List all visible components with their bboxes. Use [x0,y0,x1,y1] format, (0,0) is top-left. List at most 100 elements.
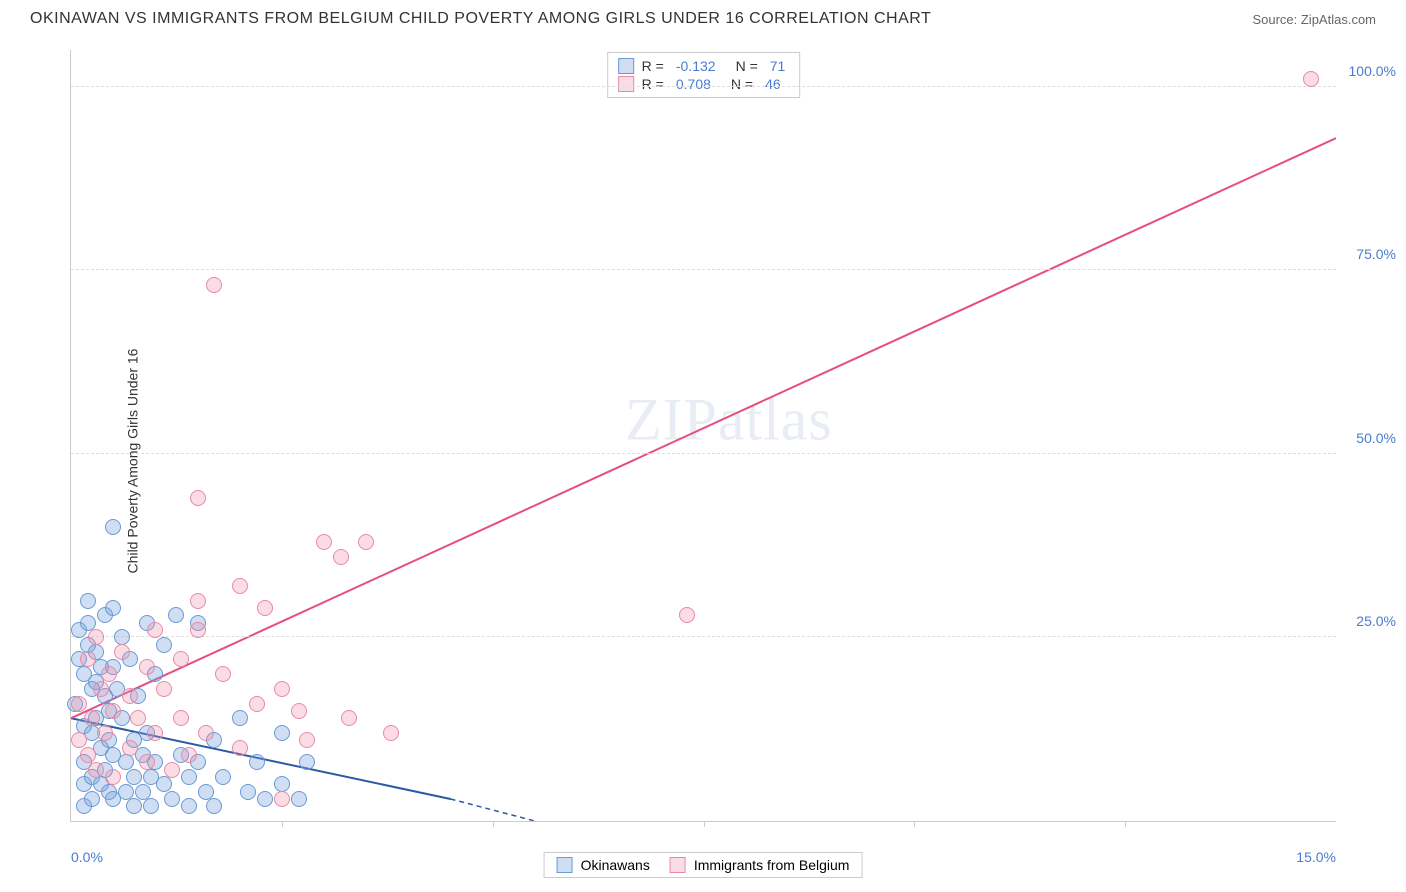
scatter-point [173,651,189,667]
scatter-point [274,776,290,792]
scatter-point [105,519,121,535]
scatter-point [80,651,96,667]
scatter-point [168,607,184,623]
y-tick-label: 100.0% [1349,63,1396,79]
scatter-point [299,732,315,748]
scatter-point [257,791,273,807]
scatter-point [215,769,231,785]
scatter-point [198,784,214,800]
chart-container: Child Poverty Among Girls Under 16 ZIPat… [30,40,1376,882]
scatter-point [257,600,273,616]
scatter-point [181,798,197,814]
watermark: ZIPatlas [625,386,833,455]
scatter-point [232,710,248,726]
scatter-point [105,769,121,785]
scatter-point [232,740,248,756]
scatter-point [105,703,121,719]
scatter-point [215,666,231,682]
x-tick-label: 0.0% [71,849,103,865]
scatter-point [80,615,96,631]
x-tick-mark [1125,821,1126,827]
scatter-point [88,629,104,645]
scatter-point [114,644,130,660]
scatter-point [274,791,290,807]
legend-row: R =-0.132N =71 [618,57,790,75]
scatter-point [156,776,172,792]
scatter-point [122,688,138,704]
scatter-point [164,762,180,778]
legend-item: Immigrants from Belgium [670,857,850,873]
chart-title: OKINAWAN VS IMMIGRANTS FROM BELGIUM CHIL… [30,10,931,28]
scatter-point [164,791,180,807]
x-tick-label: 15.0% [1296,849,1336,865]
trend-line [71,138,1336,718]
scatter-point [84,710,100,726]
scatter-point [232,578,248,594]
gridline-h [71,269,1336,270]
scatter-point [240,784,256,800]
legend-series-name: Okinawans [581,857,650,873]
scatter-point [139,659,155,675]
legend-r-value: -0.132 [676,58,716,74]
scatter-point [147,725,163,741]
correlation-legend: R =-0.132N =71R =0.708N =46 [607,52,801,98]
scatter-point [249,696,265,712]
scatter-point [679,607,695,623]
scatter-point [299,754,315,770]
scatter-point [190,490,206,506]
legend-n-label: N = [731,76,753,92]
plot-area: ZIPatlas R =-0.132N =71R =0.708N =46 25.… [70,50,1336,822]
scatter-point [88,762,104,778]
x-tick-mark [704,821,705,827]
scatter-point [181,769,197,785]
legend-swatch [557,857,573,873]
gridline-h [71,453,1336,454]
scatter-point [190,593,206,609]
scatter-point [383,725,399,741]
legend-swatch [670,857,686,873]
legend-n-value: 46 [765,76,781,92]
scatter-point [71,696,87,712]
scatter-point [1303,71,1319,87]
legend-r-value: 0.708 [676,76,711,92]
scatter-point [84,791,100,807]
y-tick-label: 75.0% [1356,246,1396,262]
scatter-point [341,710,357,726]
legend-n-label: N = [736,58,758,74]
scatter-point [135,784,151,800]
x-tick-mark [914,821,915,827]
scatter-point [118,754,134,770]
scatter-point [274,725,290,741]
scatter-point [139,754,155,770]
scatter-point [249,754,265,770]
legend-row: R =0.708N =46 [618,75,790,93]
legend-swatch [618,76,634,92]
scatter-point [101,666,117,682]
scatter-point [333,549,349,565]
chart-header: OKINAWAN VS IMMIGRANTS FROM BELGIUM CHIL… [0,0,1406,28]
series-legend: Okinawans Immigrants from Belgium [544,852,863,878]
scatter-point [206,798,222,814]
legend-r-label: R = [642,58,664,74]
scatter-point [156,637,172,653]
scatter-point [122,740,138,756]
scatter-point [198,725,214,741]
scatter-point [93,681,109,697]
scatter-point [71,732,87,748]
scatter-point [147,622,163,638]
scatter-point [126,769,142,785]
scatter-point [80,747,96,763]
scatter-point [143,798,159,814]
scatter-point [80,593,96,609]
scatter-point [181,747,197,763]
scatter-point [316,534,332,550]
scatter-point [126,798,142,814]
legend-item: Okinawans [557,857,650,873]
x-tick-mark [493,821,494,827]
gridline-h [71,636,1336,637]
y-tick-label: 25.0% [1356,613,1396,629]
scatter-point [130,710,146,726]
trend-line-dashed [451,799,535,821]
scatter-point [291,703,307,719]
scatter-point [173,710,189,726]
